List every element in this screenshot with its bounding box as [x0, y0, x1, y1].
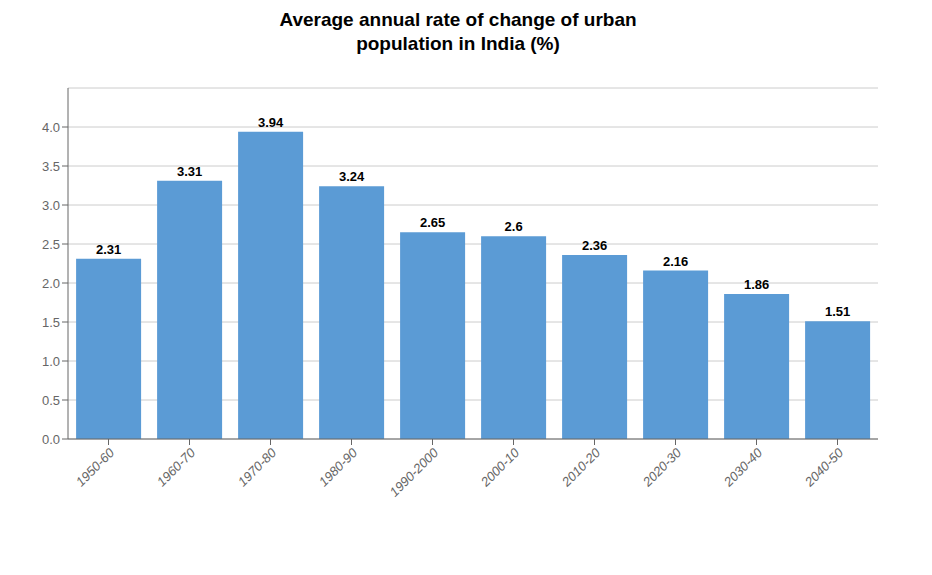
svg-text:1.51: 1.51: [825, 304, 850, 319]
svg-text:3.5: 3.5: [42, 159, 60, 174]
svg-text:1970-80: 1970-80: [235, 445, 280, 490]
svg-text:2020-30: 2020-30: [639, 445, 685, 491]
svg-text:2000-10: 2000-10: [477, 445, 523, 491]
svg-text:1960-70: 1960-70: [154, 445, 199, 490]
svg-text:2.16: 2.16: [663, 254, 688, 269]
svg-text:0.5: 0.5: [42, 393, 60, 408]
svg-text:4.0: 4.0: [42, 120, 60, 135]
svg-text:2.36: 2.36: [582, 238, 607, 253]
svg-text:2.6: 2.6: [505, 219, 523, 234]
svg-text:1.86: 1.86: [744, 277, 769, 292]
svg-text:2030-40: 2030-40: [720, 445, 766, 491]
svg-text:1.5: 1.5: [42, 315, 60, 330]
svg-text:2010-20: 2010-20: [558, 445, 604, 491]
svg-text:3.0: 3.0: [42, 198, 60, 213]
svg-text:0.0: 0.0: [42, 432, 60, 447]
svg-text:1990-2000: 1990-2000: [387, 444, 442, 499]
svg-text:1.0: 1.0: [42, 354, 60, 369]
svg-text:1950-60: 1950-60: [73, 445, 118, 490]
svg-text:3.24: 3.24: [339, 169, 365, 184]
svg-text:3.94: 3.94: [258, 115, 284, 130]
svg-text:2.5: 2.5: [42, 237, 60, 252]
svg-text:2.65: 2.65: [420, 215, 445, 230]
svg-text:2.0: 2.0: [42, 276, 60, 291]
svg-text:1980-90: 1980-90: [316, 445, 361, 490]
svg-text:3.31: 3.31: [177, 164, 202, 179]
svg-text:2.31: 2.31: [96, 242, 121, 257]
html-text:Average annual rate of change: Average annual rate of change of urban p…: [279, 9, 637, 54]
svg-text:2040-50: 2040-50: [801, 445, 847, 491]
